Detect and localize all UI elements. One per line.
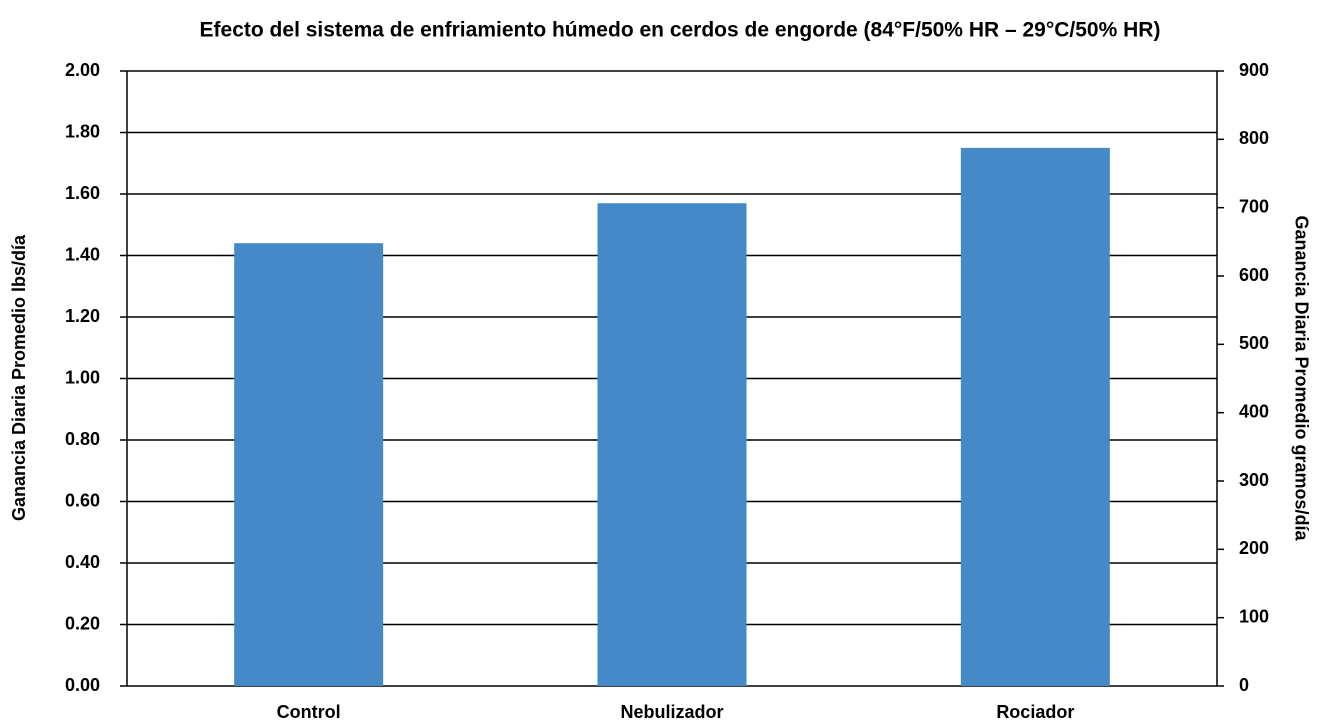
y-tick-label: 1.60 bbox=[65, 183, 100, 203]
y-tick-label: 0.40 bbox=[65, 552, 100, 572]
bar bbox=[234, 243, 384, 686]
y2-tick-label: 500 bbox=[1239, 333, 1269, 353]
y-axis-title: Ganancia Diaria Promedio lbs/día bbox=[9, 234, 29, 521]
y2-tick-label: 0 bbox=[1239, 675, 1249, 695]
x-tick-label: Control bbox=[277, 702, 341, 721]
y2-axis-title: Ganancia Diaria Promedio gramos/día bbox=[1291, 215, 1311, 541]
y-tick-label: 0.80 bbox=[65, 429, 100, 449]
y-tick-label: 1.80 bbox=[65, 121, 100, 141]
y2-tick-label: 900 bbox=[1239, 60, 1269, 80]
y-tick-label: 2.00 bbox=[65, 60, 100, 80]
y2-tick-label: 100 bbox=[1239, 606, 1269, 626]
chart-title: Efecto del sistema de enfriamiento húmed… bbox=[200, 19, 1161, 42]
x-tick-label: Rociador bbox=[996, 702, 1074, 721]
y-tick-label: 0.60 bbox=[65, 490, 100, 510]
y2-tick-label: 800 bbox=[1239, 128, 1269, 148]
y-tick-label: 0.20 bbox=[65, 613, 100, 633]
y2-tick-label: 200 bbox=[1239, 538, 1269, 558]
y2-tick-label: 600 bbox=[1239, 265, 1269, 285]
y-tick-label: 1.20 bbox=[65, 306, 100, 326]
y2-tick-label: 300 bbox=[1239, 470, 1269, 490]
bar bbox=[960, 147, 1110, 686]
y-tick-label: 1.40 bbox=[65, 244, 100, 264]
y2-tick-label: 400 bbox=[1239, 401, 1269, 421]
y2-tick-label: 700 bbox=[1239, 196, 1269, 216]
y-tick-label: 0.00 bbox=[65, 675, 100, 695]
bar bbox=[597, 203, 747, 686]
y-tick-label: 1.00 bbox=[65, 367, 100, 387]
x-tick-label: Nebulizador bbox=[620, 702, 723, 721]
